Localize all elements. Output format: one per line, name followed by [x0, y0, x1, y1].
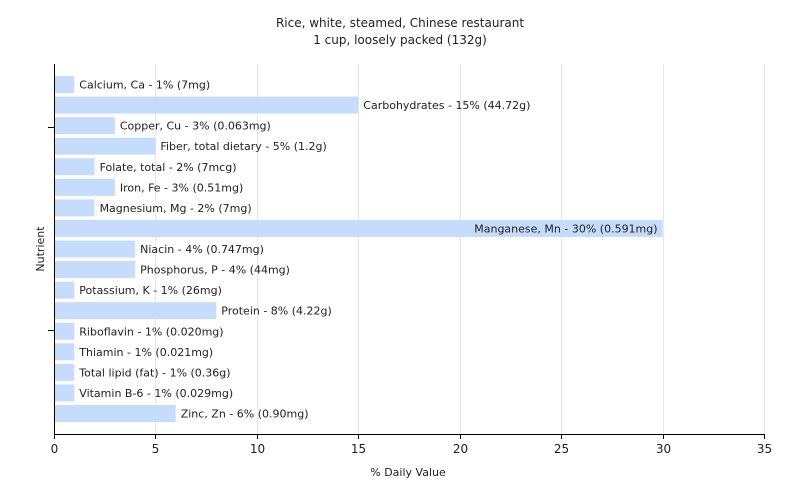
- bar-label: Iron, Fe - 3% (0.51mg): [120, 181, 243, 194]
- bar-label: Thiamin - 1% (0.021mg): [78, 346, 213, 359]
- x-tick-label: 5: [152, 442, 160, 456]
- bar: [55, 219, 663, 237]
- bar: [55, 261, 136, 279]
- bar: [55, 302, 217, 320]
- bar-label: Riboflavin - 1% (0.020mg): [79, 325, 223, 338]
- bar-label: Fiber, total dietary - 5% (1.2g): [160, 140, 326, 153]
- bar-label: Calcium, Ca - 1% (7mg): [79, 79, 210, 92]
- bar-label: Niacin - 4% (0.747mg): [140, 243, 264, 256]
- bar-label: Zinc, Zn - 6% (0.90mg): [181, 408, 309, 421]
- bar: [55, 76, 75, 93]
- x-tick-label: 10: [250, 442, 265, 456]
- x-tick-label: 30: [656, 442, 671, 456]
- bar: [55, 96, 359, 114]
- axes: 0 5 10 15 20 25 30 35: [48, 64, 772, 456]
- bar-group: Calcium, Ca - 1% (7mg) Carbohydrates - 15…: [55, 76, 663, 422]
- bar-label: Magnesium, Mg - 2% (7mg): [100, 202, 252, 215]
- bar: [55, 178, 115, 196]
- bar-label: Vitamin B-6 - 1% (0.029mg): [79, 387, 233, 400]
- bar-label: Phosphorus, P - 4% (44mg): [140, 264, 290, 277]
- bar: [55, 117, 115, 135]
- bar: [55, 322, 75, 340]
- bar: [55, 343, 75, 361]
- x-tick-label: 35: [757, 442, 772, 456]
- grid-lines: [155, 64, 765, 434]
- bar: [55, 281, 75, 299]
- chart-title: Rice, white, steamed, Chinese restaurant: [276, 16, 524, 30]
- bar-label: Manganese, Mn - 30% (0.591mg): [474, 222, 657, 235]
- bar-label: Carbohydrates - 15% (44.72g): [363, 99, 530, 112]
- y-axis-title: Nutrient: [34, 226, 47, 272]
- x-tick-label: 20: [453, 442, 468, 456]
- bar-label: Total lipid (fat) - 1% (0.36g): [78, 366, 230, 379]
- bar-label: Folate, total - 2% (7mcg): [100, 161, 237, 174]
- bar-label: Protein - 8% (4.22g): [221, 305, 332, 318]
- bar-label: Copper, Cu - 3% (0.063mg): [120, 120, 271, 133]
- bar-label: Potassium, K - 1% (26mg): [79, 284, 222, 297]
- bar: [55, 240, 136, 258]
- x-axis-title: % Daily Value: [370, 466, 446, 479]
- bar: [55, 199, 95, 217]
- x-tick-label: 15: [351, 442, 366, 456]
- bar: [55, 384, 75, 402]
- bar: [55, 363, 75, 381]
- chart-subtitle: 1 cup, loosely packed (132g): [313, 33, 487, 47]
- bar: [55, 158, 95, 176]
- x-tick-label: 0: [51, 442, 59, 456]
- bar: [55, 405, 176, 422]
- x-tick-label: 25: [554, 442, 569, 456]
- bar: [55, 137, 156, 155]
